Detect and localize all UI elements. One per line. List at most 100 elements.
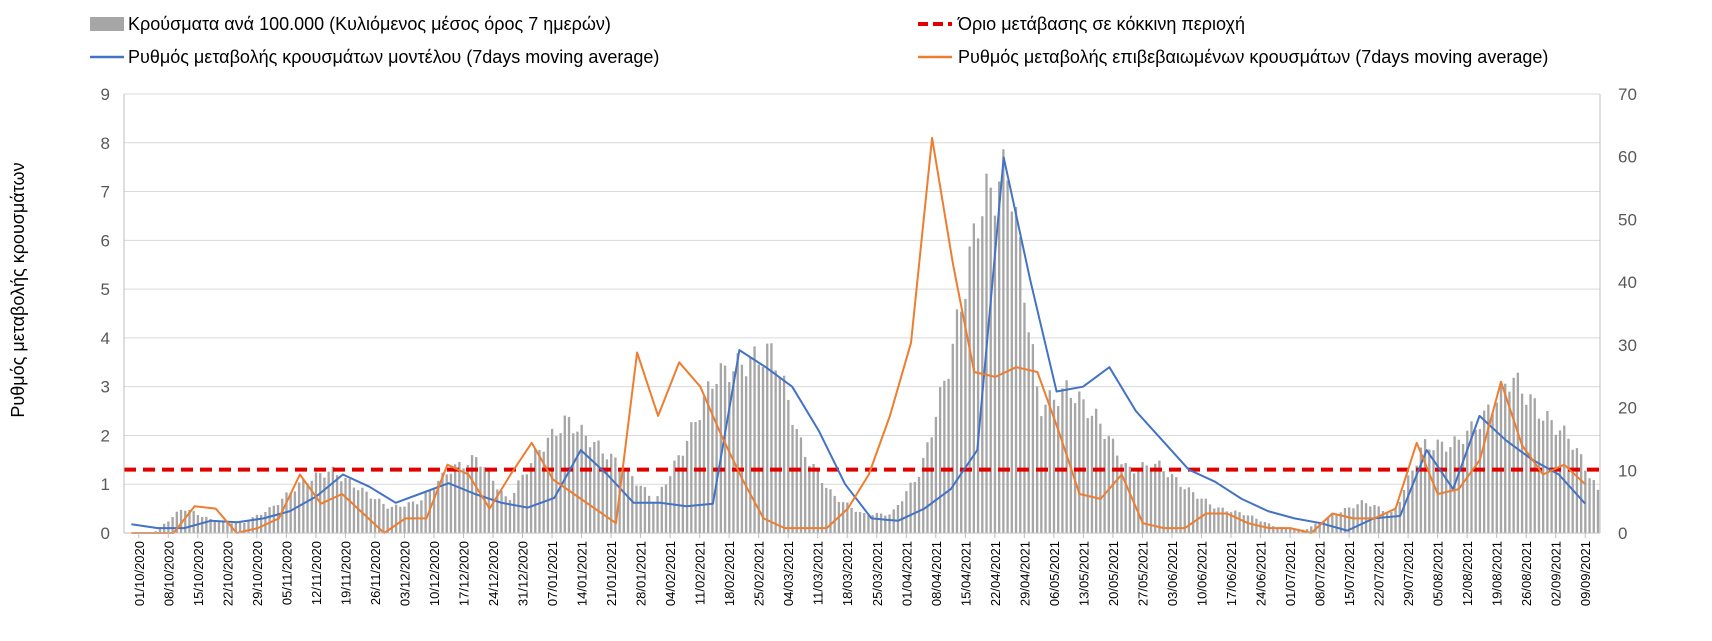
bar [1128,466,1132,533]
bar [1035,386,1039,533]
bar [1052,399,1056,533]
x-tick-label: 17/12/2020 [456,541,471,606]
bar [884,515,887,533]
bar [1116,455,1119,533]
bar [1478,429,1482,533]
bar [1487,404,1490,533]
bar [829,489,832,533]
bar [200,516,204,533]
y-right-tick-label: 60 [1618,148,1637,167]
bar [378,498,381,533]
bar [723,365,727,533]
x-tick-label: 01/07/2021 [1283,541,1298,606]
bar [943,380,946,533]
x-tick-label: 17/06/2021 [1224,541,1239,606]
bar [373,499,377,533]
bar [1428,449,1431,533]
bar [744,376,748,533]
bar [1183,489,1186,533]
bar [1284,527,1288,533]
bar [1571,449,1574,533]
bar [1415,465,1418,533]
bar [1145,465,1148,533]
bar [812,464,815,533]
bar [1419,447,1423,533]
bar [740,364,744,533]
bar [1579,454,1583,533]
bar [1520,393,1524,533]
bar [1440,441,1444,533]
bar [1432,450,1435,533]
bar [1191,492,1195,533]
x-tick-label: 07/01/2021 [545,541,560,606]
bar [1474,429,1477,533]
bar [685,440,689,533]
x-tick-label: 01/10/2020 [132,541,147,606]
bar [681,455,685,533]
x-tick-label: 15/04/2021 [958,541,973,606]
legend-label-bars: Κρούσματα ανά 100.000 (Κυλιόμενος μέσος … [128,14,611,34]
bar [1508,391,1511,533]
bar [310,480,313,533]
x-tick-label: 11/03/2021 [811,541,826,605]
x-tick-label: 09/09/2021 [1578,541,1593,606]
bar [863,512,866,533]
x-tick-label: 24/12/2020 [486,541,501,606]
bar [955,309,959,533]
x-tick-label: 02/09/2021 [1549,541,1564,606]
bar [1120,464,1123,533]
bar [445,474,448,533]
bar [664,484,668,533]
bar [1162,471,1165,533]
x-tick-label: 05/11/2020 [279,541,294,605]
bar [702,396,706,533]
bar [534,448,537,533]
bar [728,382,731,533]
bar [766,343,769,533]
bar [1006,180,1009,534]
bar [808,465,811,533]
bar [1385,512,1389,533]
x-tick-label: 06/05/2021 [1047,541,1062,606]
bar [605,459,609,533]
bar [1154,463,1157,533]
bar [1310,526,1313,533]
bar [626,467,630,533]
grid-lines [124,93,1600,485]
bar [1234,510,1237,533]
bar [441,472,444,533]
bar [1280,527,1283,533]
bar [1027,332,1030,533]
bar [774,370,777,533]
y-left-tick-label: 0 [101,524,110,543]
x-tick-label: 28/01/2021 [634,541,649,606]
bar [1099,423,1102,533]
y-axis-left-title: Ρυθμός μεταβολής κρουσμάτων [8,162,28,417]
bar [424,491,427,533]
bar [289,492,292,533]
x-tick-label: 18/02/2021 [722,541,737,606]
x-tick-label: 05/08/2021 [1431,541,1446,606]
bar [1170,473,1174,533]
bar [707,381,710,533]
bar [411,501,415,533]
bar [327,471,330,533]
bar [399,506,402,533]
x-tick-label: 19/08/2021 [1490,541,1505,606]
bar [1550,420,1553,533]
bar [525,474,528,533]
bar [913,482,916,533]
bar [989,187,992,533]
bar [420,500,423,533]
bar [1288,528,1292,533]
bar [1537,418,1541,533]
bar [1466,430,1469,533]
x-tick-label: 26/11/2020 [368,541,383,605]
x-tick-label: 03/12/2020 [397,541,412,606]
bar [1394,508,1397,533]
bar [344,477,347,533]
bar [871,515,874,533]
x-tick-label: 04/02/2021 [663,541,678,606]
x-tick-label: 15/10/2020 [191,541,206,606]
y-left-tick-label: 6 [101,231,110,250]
